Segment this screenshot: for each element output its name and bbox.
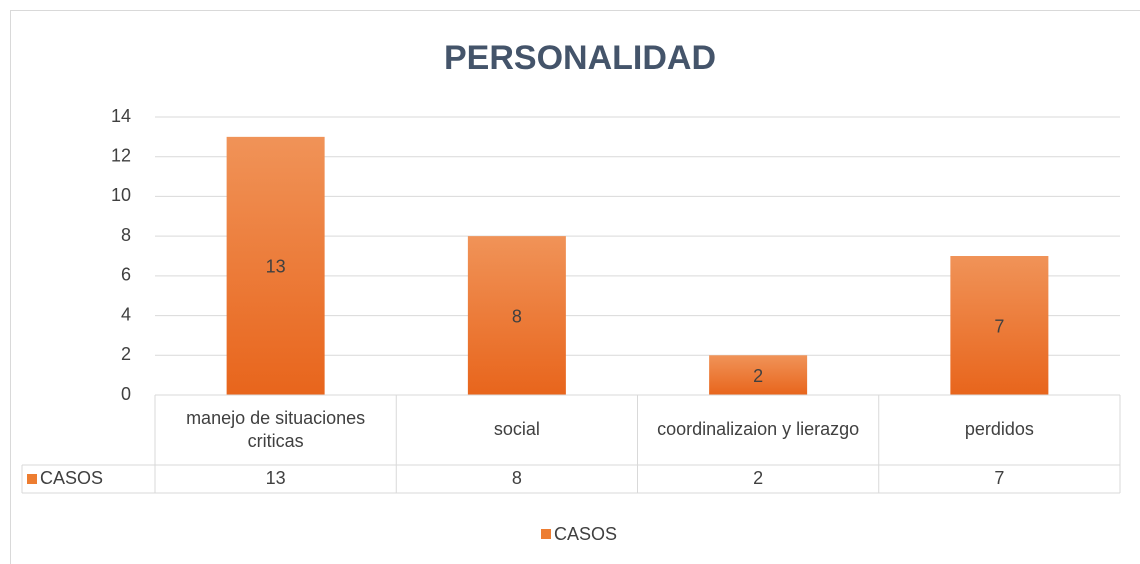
table-value: 8 bbox=[512, 468, 522, 488]
bar bbox=[467, 236, 566, 395]
category-label: perdidos bbox=[964, 419, 1034, 440]
legend-label: CASOS bbox=[554, 524, 617, 544]
y-tick-label: 4 bbox=[121, 304, 131, 324]
table-series-name: CASOS bbox=[40, 468, 103, 488]
category-label-box: perdidos bbox=[964, 419, 1034, 440]
bar bbox=[950, 256, 1049, 395]
y-tick-label: 8 bbox=[121, 225, 131, 245]
y-tick-label: 12 bbox=[111, 145, 131, 165]
y-tick-label: 10 bbox=[111, 185, 131, 205]
y-tick-label: 0 bbox=[121, 384, 131, 404]
data-label: 13 bbox=[266, 257, 286, 277]
category-label: manejo de situaciones criticas bbox=[186, 407, 366, 451]
chart-title: PERSONALIDAD bbox=[444, 39, 716, 77]
table-value: 13 bbox=[266, 468, 286, 488]
category-label-box: manejo de situaciones criticas bbox=[186, 407, 366, 451]
table-value: 7 bbox=[994, 468, 1004, 488]
data-label: 2 bbox=[753, 366, 763, 386]
table-value: 2 bbox=[753, 468, 763, 488]
category-label: coordinalizaion y lierazgo bbox=[657, 419, 860, 440]
data-label: 7 bbox=[994, 316, 1004, 336]
legend-key bbox=[541, 529, 551, 539]
table-legend-key bbox=[27, 474, 37, 484]
category-label: social bbox=[493, 419, 540, 440]
y-tick-label: 6 bbox=[121, 265, 131, 285]
bar bbox=[709, 355, 808, 395]
bar bbox=[226, 136, 325, 395]
y-tick-label: 2 bbox=[121, 344, 131, 364]
category-label-box: coordinalizaion y lierazgo bbox=[657, 419, 860, 440]
category-label-box: social bbox=[493, 419, 540, 440]
y-tick-label: 14 bbox=[111, 106, 131, 126]
data-label: 8 bbox=[512, 306, 522, 326]
